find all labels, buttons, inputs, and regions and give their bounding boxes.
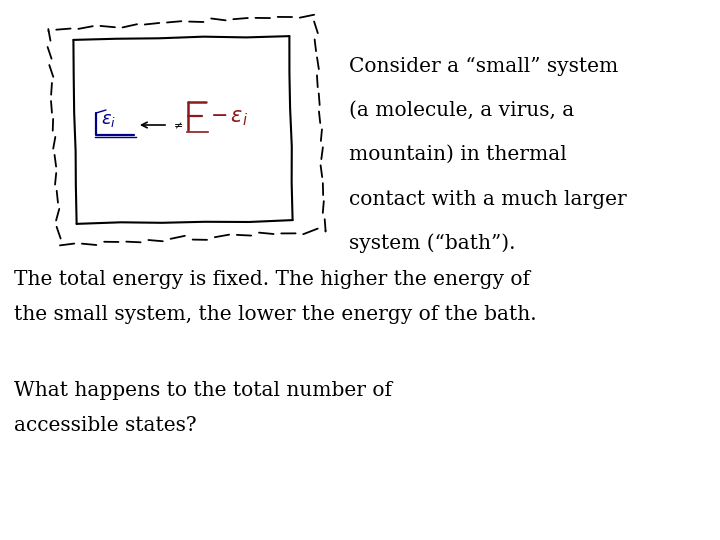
Text: $-\,\varepsilon_i$: $-\,\varepsilon_i$ (210, 108, 248, 128)
Text: contact with a much larger: contact with a much larger (349, 190, 627, 208)
Text: What happens to the total number of: What happens to the total number of (14, 381, 392, 400)
Text: accessible states?: accessible states? (14, 416, 197, 435)
Text: (a molecule, a virus, a: (a molecule, a virus, a (349, 101, 575, 120)
Text: $\neq$: $\neq$ (171, 120, 184, 131)
Text: mountain) in thermal: mountain) in thermal (349, 145, 567, 164)
Text: Consider a “small” system: Consider a “small” system (349, 57, 618, 76)
Text: system (“bath”).: system (“bath”). (349, 234, 516, 253)
Text: $\varepsilon_i$: $\varepsilon_i$ (101, 111, 116, 129)
Text: The total energy is fixed. The higher the energy of: The total energy is fixed. The higher th… (14, 270, 531, 289)
Text: the small system, the lower the energy of the bath.: the small system, the lower the energy o… (14, 305, 537, 324)
